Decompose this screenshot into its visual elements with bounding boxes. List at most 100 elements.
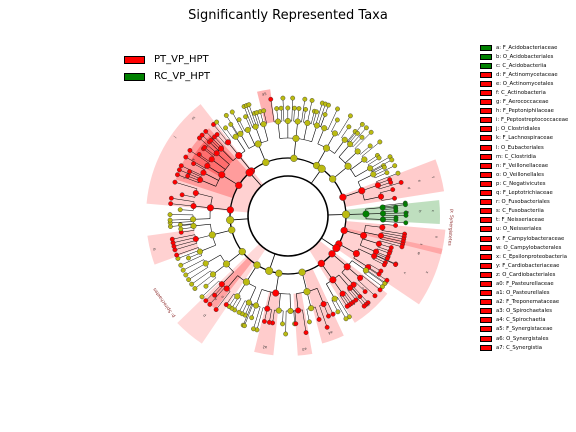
taxon-label: k: F_Lachnospiraceae bbox=[496, 135, 553, 142]
taxon-label: l: O_Eubacteriales bbox=[496, 144, 544, 151]
leaf-node bbox=[335, 309, 341, 315]
clade-label: p: Spirochaetes bbox=[151, 286, 176, 319]
taxon-legend-item: z: O_Cardiobacteriales bbox=[480, 270, 568, 279]
branch bbox=[361, 141, 381, 157]
branch bbox=[379, 240, 402, 248]
class-node bbox=[253, 261, 261, 269]
highlight-sector bbox=[336, 228, 443, 305]
branch bbox=[173, 240, 197, 247]
leaf-node bbox=[223, 125, 228, 131]
class-node bbox=[339, 193, 347, 201]
taxon-legend-item: b: O_Acidobacteriales bbox=[480, 52, 568, 61]
branch bbox=[361, 275, 381, 291]
leaf-node bbox=[169, 236, 175, 242]
family-node bbox=[361, 156, 368, 163]
sector-code-label: o bbox=[220, 295, 224, 299]
branch bbox=[243, 106, 253, 128]
leaf-node bbox=[178, 226, 184, 232]
taxon-legend-item: t: F_Neisseriaceae bbox=[480, 216, 568, 225]
taxon-legend-item: v: F_Campylobacteraceae bbox=[480, 234, 568, 243]
leaf-node bbox=[392, 195, 397, 201]
order-node bbox=[362, 210, 370, 218]
branch bbox=[382, 221, 406, 224]
leaf-node bbox=[266, 319, 272, 325]
family-node bbox=[275, 307, 282, 314]
sector-code-label: a4 bbox=[327, 330, 333, 336]
branch bbox=[172, 234, 195, 240]
leaf-node bbox=[393, 217, 399, 223]
branch bbox=[381, 234, 404, 240]
branch bbox=[244, 304, 254, 326]
branch bbox=[170, 203, 194, 207]
taxon-legend-item: s: C_Fusobacteriia bbox=[480, 207, 568, 216]
group-legend: PT_VP_HPT RC_VP_HPT bbox=[124, 51, 210, 85]
taxon-legend-item: o: O_Veillonellales bbox=[480, 170, 568, 179]
taxon-legend-item: l: O_Eubacteriales bbox=[480, 143, 568, 152]
family-node bbox=[304, 119, 311, 126]
class-node bbox=[238, 248, 246, 256]
family-node bbox=[213, 150, 220, 157]
leaf-node bbox=[316, 317, 322, 322]
taxon-swatch bbox=[480, 208, 492, 215]
branch bbox=[374, 254, 396, 265]
taxon-swatch bbox=[480, 335, 492, 342]
leaf-node bbox=[362, 289, 368, 294]
taxon-label: p: C_Negativicutes bbox=[496, 180, 546, 187]
leaf-node bbox=[179, 192, 185, 198]
taxon-swatch bbox=[480, 53, 492, 60]
family-node bbox=[331, 130, 338, 137]
chart-title: Significantly Represented Taxa bbox=[188, 8, 388, 23]
taxon-swatch bbox=[480, 162, 492, 169]
family-node bbox=[379, 224, 386, 231]
taxon-swatch bbox=[480, 153, 492, 160]
family-node bbox=[190, 203, 197, 210]
taxon-swatch bbox=[480, 280, 492, 287]
family-node bbox=[264, 305, 271, 312]
leaf-node bbox=[403, 220, 409, 226]
taxon-legend-item: a0: F_Pasteurellaceae bbox=[480, 279, 568, 288]
legend-label: RC_VP_HPT bbox=[154, 71, 210, 82]
class-node bbox=[275, 269, 283, 277]
leaf-node bbox=[199, 132, 205, 138]
taxon-swatch bbox=[480, 126, 492, 133]
family-node bbox=[210, 271, 217, 278]
family-node bbox=[192, 235, 199, 242]
leaf-node bbox=[199, 294, 205, 300]
phylum-node bbox=[332, 244, 341, 253]
branch bbox=[354, 132, 372, 149]
leaf-node bbox=[377, 287, 383, 293]
branch bbox=[246, 105, 255, 128]
family-node bbox=[260, 121, 267, 128]
leaf-node bbox=[390, 187, 396, 192]
branch bbox=[176, 247, 199, 256]
family-node bbox=[379, 210, 386, 217]
family-node bbox=[237, 130, 244, 137]
leaf-node bbox=[361, 303, 367, 309]
leaf-node bbox=[183, 154, 189, 160]
taxon-swatch bbox=[480, 90, 492, 97]
leaf-node bbox=[392, 163, 398, 169]
highlight-sector bbox=[342, 159, 445, 207]
leaf-node bbox=[326, 313, 331, 319]
taxon-legend-item: p: C_Negativicutes bbox=[480, 179, 568, 188]
phylum-node bbox=[265, 266, 274, 275]
order-node bbox=[303, 288, 311, 296]
leaf-node bbox=[314, 109, 319, 115]
branch bbox=[302, 309, 307, 333]
leaf-node bbox=[324, 324, 330, 330]
family-node bbox=[218, 281, 225, 288]
order-node bbox=[242, 278, 250, 286]
taxon-label: r: O_Fusobacteriales bbox=[496, 199, 550, 206]
taxon-label: a2: F_Treponemataceae bbox=[496, 299, 560, 306]
family-node bbox=[321, 125, 328, 132]
family-node bbox=[294, 118, 301, 125]
leaf-node bbox=[293, 321, 299, 327]
taxon-swatch bbox=[480, 199, 492, 206]
branch bbox=[382, 202, 406, 206]
taxon-swatch bbox=[480, 271, 492, 278]
sector-code-label: i bbox=[199, 154, 203, 157]
phylum-node bbox=[317, 164, 326, 173]
leaf-node bbox=[285, 105, 291, 111]
taxon-swatch bbox=[480, 262, 492, 269]
